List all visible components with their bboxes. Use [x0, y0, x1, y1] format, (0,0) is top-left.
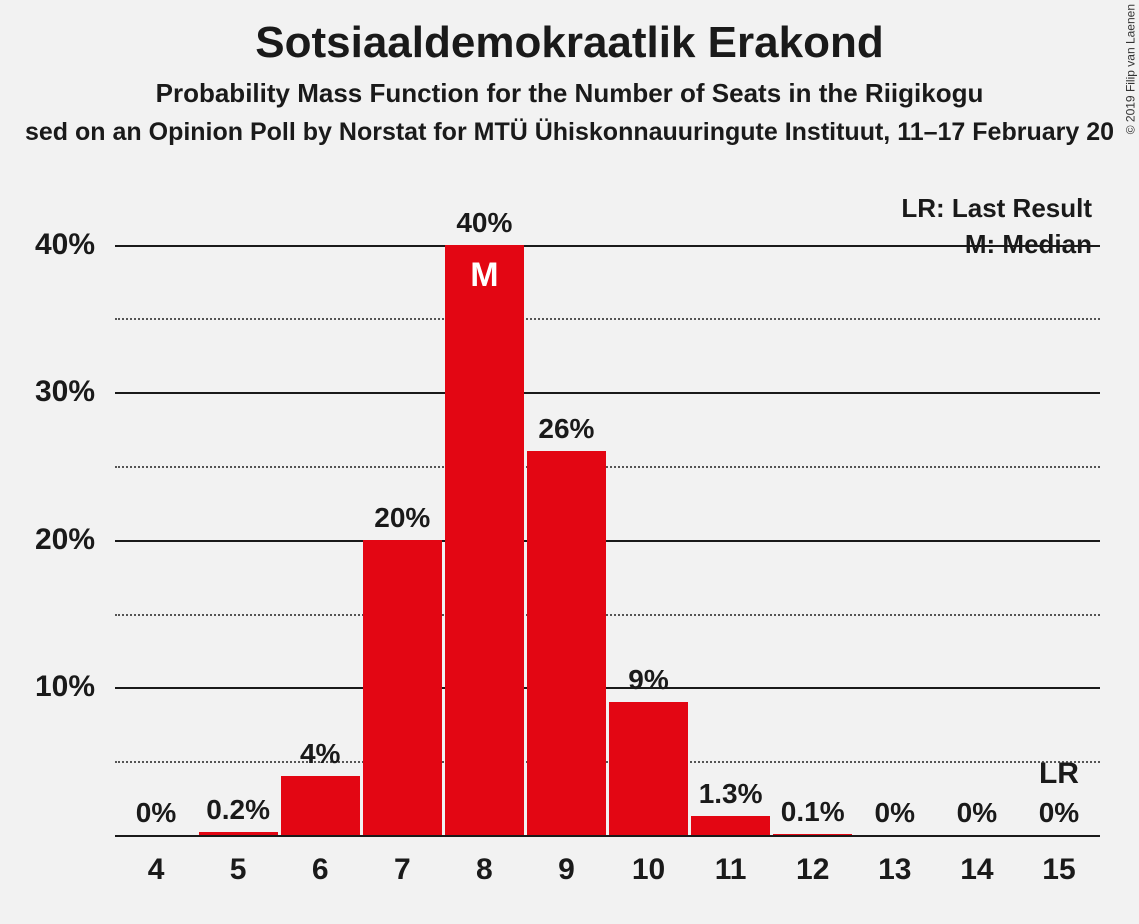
- x-tick-label: 8: [476, 835, 493, 887]
- bar-value-label: 1.3%: [699, 778, 763, 810]
- bar-slot: 0%: [936, 215, 1018, 835]
- x-tick-label: 5: [230, 835, 247, 887]
- x-tick-label: 12: [796, 835, 829, 887]
- median-marker: M: [470, 256, 498, 295]
- x-tick-label: 4: [148, 835, 165, 887]
- chart-title: Sotsiaaldemokraatlik Erakond: [0, 18, 1139, 68]
- bar: [609, 702, 688, 835]
- bar-slot: 0%: [854, 215, 936, 835]
- x-tick-label: 14: [960, 835, 993, 887]
- bar-value-label: 0%: [136, 797, 176, 829]
- last-result-marker: LR: [1039, 757, 1079, 791]
- y-tick-label: 10%: [0, 670, 95, 704]
- bar-slot: 40%M: [443, 215, 525, 835]
- bar-value-label: 0.2%: [206, 794, 270, 826]
- x-tick-label: 13: [878, 835, 911, 887]
- bar-value-label: 20%: [374, 502, 430, 534]
- copyright-text: © 2019 Filip van Laenen: [1123, 4, 1137, 134]
- y-tick-label: 20%: [0, 523, 95, 557]
- bar-slot: 0.2%: [197, 215, 279, 835]
- x-tick-label: 15: [1042, 835, 1075, 887]
- bar-value-label: 0%: [957, 797, 997, 829]
- bar-slot: 26%: [525, 215, 607, 835]
- bar-value-label: 0.1%: [781, 796, 845, 828]
- plot-area: LR: Last Result M: Median 10%20%30%40% 0…: [115, 215, 1100, 835]
- bar: [445, 245, 524, 835]
- x-tick-label: 9: [558, 835, 575, 887]
- y-tick-label: 40%: [0, 228, 95, 262]
- bars-group: 0% 0.2% 4% 20% 40%M 26% 9% 1.3% 0.1% 0% 0% 0% LR: [115, 215, 1100, 835]
- bar-slot: 0.1%: [772, 215, 854, 835]
- bar-value-label: 40%: [456, 207, 512, 239]
- x-tick-label: 10: [632, 835, 665, 887]
- x-axis: [115, 835, 1100, 837]
- bar-slot: 0%: [115, 215, 197, 835]
- bar-value-label: 4%: [300, 738, 340, 770]
- chart-source: sed on an Opinion Poll by Norstat for MT…: [0, 118, 1139, 147]
- y-tick-label: 30%: [0, 375, 95, 409]
- bar: [363, 540, 442, 835]
- bar: [691, 816, 770, 835]
- bar: [527, 451, 606, 835]
- x-tick-label: 6: [312, 835, 329, 887]
- x-tick-label: 11: [715, 835, 747, 887]
- bar-slot: 1.3%: [690, 215, 772, 835]
- bar: [281, 776, 360, 835]
- bar-slot: 0% LR: [1018, 215, 1100, 835]
- bar-slot: 9%: [608, 215, 690, 835]
- bar-slot: 4%: [279, 215, 361, 835]
- chart-container: Sotsiaaldemokraatlik Erakond Probability…: [0, 0, 1139, 924]
- bar-value-label: 0%: [1039, 797, 1079, 829]
- bar-value-label: 26%: [538, 413, 594, 445]
- bar-value-label: 0%: [875, 797, 915, 829]
- bar-value-label: 9%: [628, 664, 668, 696]
- x-tick-label: 7: [394, 835, 411, 887]
- chart-subtitle: Probability Mass Function for the Number…: [0, 78, 1139, 109]
- bar-slot: 20%: [361, 215, 443, 835]
